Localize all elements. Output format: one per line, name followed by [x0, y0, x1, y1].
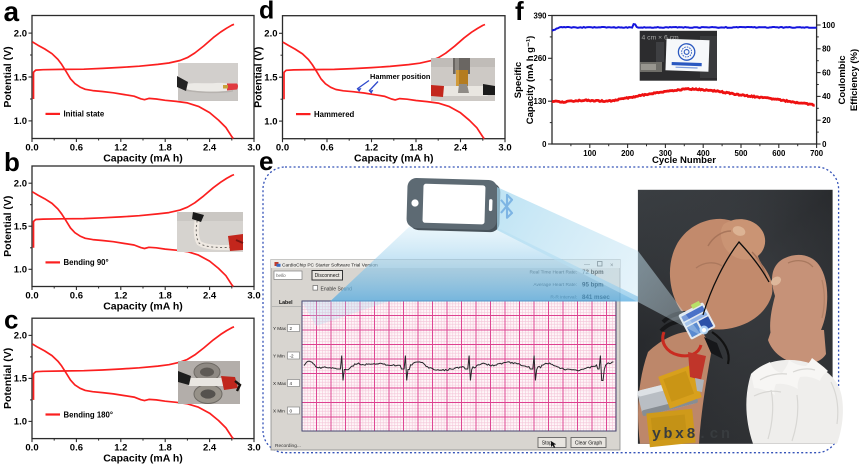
- svg-text:2.4: 2.4: [203, 443, 217, 454]
- svg-text:Initial state: Initial state: [64, 110, 105, 119]
- svg-text:60: 60: [822, 68, 831, 77]
- svg-text:20: 20: [822, 116, 831, 125]
- svg-text:1.8: 1.8: [159, 143, 172, 154]
- svg-text:-2: -2: [290, 354, 295, 359]
- svg-text:0.6: 0.6: [320, 143, 333, 154]
- svg-text:2.0: 2.0: [14, 179, 27, 190]
- svg-text:hello: hello: [276, 273, 286, 278]
- svg-text:1.2: 1.2: [114, 291, 127, 302]
- svg-text:1.5: 1.5: [14, 72, 28, 83]
- svg-text:3.0: 3.0: [247, 143, 260, 154]
- svg-text:Hammer position: Hammer position: [370, 72, 431, 81]
- svg-text:d: d: [259, 0, 274, 25]
- svg-text:3.0: 3.0: [247, 291, 260, 302]
- svg-text:200: 200: [621, 149, 635, 158]
- svg-text:2.4: 2.4: [203, 143, 217, 154]
- svg-text:1.5: 1.5: [264, 73, 278, 84]
- svg-text:600: 600: [772, 149, 786, 158]
- svg-text:Capacity (mA h): Capacity (mA h): [103, 153, 183, 165]
- svg-text:700: 700: [810, 149, 824, 158]
- svg-text:500: 500: [734, 149, 748, 158]
- svg-text:1.0: 1.0: [264, 116, 277, 127]
- svg-text:1.0: 1.0: [14, 417, 27, 428]
- svg-text:CardioChip PC Starter Software: CardioChip PC Starter Software Trial Ver…: [282, 262, 378, 268]
- svg-text:Capacity (mA h): Capacity (mA h): [103, 301, 183, 313]
- svg-text:1.2: 1.2: [114, 443, 127, 454]
- svg-text:b: b: [4, 147, 20, 177]
- svg-text:0.6: 0.6: [70, 143, 83, 154]
- svg-text:0.6: 0.6: [70, 291, 83, 302]
- svg-text:X Min: X Min: [273, 409, 285, 414]
- svg-text:80: 80: [822, 45, 831, 54]
- svg-text:Y Min: Y Min: [273, 354, 285, 359]
- svg-text:390: 390: [533, 11, 547, 20]
- svg-text:Potential (V): Potential (V): [253, 47, 265, 108]
- svg-text:100: 100: [822, 21, 836, 30]
- svg-text:Efficiency (%): Efficiency (%): [849, 49, 860, 111]
- svg-text:3.0: 3.0: [247, 443, 260, 454]
- svg-text:1.8: 1.8: [409, 143, 422, 154]
- svg-text:4 cm × 6 cm: 4 cm × 6 cm: [642, 35, 680, 42]
- svg-text:e: e: [259, 146, 273, 176]
- svg-text:Bending 180°: Bending 180°: [64, 410, 113, 419]
- svg-text:2.4: 2.4: [454, 143, 468, 154]
- svg-text:Disconnect: Disconnect: [315, 273, 340, 279]
- svg-text:Label: Label: [279, 300, 293, 306]
- svg-text:Stop...: Stop...: [542, 441, 556, 447]
- svg-text:2.0: 2.0: [264, 29, 277, 40]
- svg-text:Capacity (mA h): Capacity (mA h): [354, 153, 434, 165]
- svg-text:1.8: 1.8: [159, 291, 172, 302]
- svg-text:f: f: [515, 0, 524, 26]
- svg-text:1.5: 1.5: [14, 222, 28, 233]
- svg-text:100: 100: [583, 149, 597, 158]
- svg-text:2.0: 2.0: [14, 331, 27, 342]
- svg-text:0: 0: [290, 409, 293, 414]
- svg-text:1.8: 1.8: [159, 443, 172, 454]
- svg-text:ybx8.cn: ybx8.cn: [652, 426, 733, 443]
- svg-text:Capacity (mA h): Capacity (mA h): [103, 453, 183, 465]
- svg-text:130: 130: [533, 97, 547, 106]
- svg-text:Enable Sound: Enable Sound: [321, 286, 353, 292]
- svg-text:40: 40: [822, 92, 831, 101]
- svg-text:2: 2: [290, 326, 293, 331]
- svg-text:Bending 90°: Bending 90°: [64, 258, 109, 267]
- svg-text:Potential (V): Potential (V): [2, 46, 14, 107]
- svg-text:1.0: 1.0: [14, 265, 27, 276]
- svg-text:3.0: 3.0: [498, 143, 511, 154]
- svg-text:0.0: 0.0: [25, 143, 38, 154]
- svg-text:0.6: 0.6: [70, 443, 83, 454]
- svg-text:a: a: [4, 0, 20, 27]
- svg-text:Cycle Number: Cycle Number: [652, 155, 716, 166]
- svg-text:0: 0: [822, 140, 827, 149]
- svg-text:1.2: 1.2: [114, 143, 127, 154]
- svg-text:2.0: 2.0: [14, 28, 27, 39]
- svg-text:Y Max: Y Max: [273, 326, 287, 331]
- svg-text:1.5: 1.5: [14, 374, 28, 385]
- svg-text:Coulombic: Coulombic: [837, 55, 848, 104]
- svg-text:0.0: 0.0: [25, 443, 38, 454]
- svg-text:0.0: 0.0: [25, 291, 38, 302]
- svg-text:400: 400: [697, 149, 711, 158]
- svg-text:2.4: 2.4: [203, 291, 217, 302]
- svg-text:Recording...: Recording...: [275, 443, 301, 449]
- svg-text:X Max: X Max: [273, 381, 287, 386]
- svg-text:Hammered: Hammered: [314, 110, 355, 119]
- svg-text:1.2: 1.2: [365, 143, 378, 154]
- svg-text:260: 260: [533, 54, 547, 63]
- svg-text:4: 4: [290, 381, 293, 386]
- svg-text:Capacity (mA h g⁻¹): Capacity (mA h g⁻¹): [525, 36, 536, 125]
- svg-text:0.0: 0.0: [276, 143, 289, 154]
- svg-text:1.0: 1.0: [14, 116, 27, 127]
- svg-text:Clear Graph: Clear Graph: [575, 441, 602, 447]
- svg-text:0: 0: [542, 140, 547, 149]
- svg-text:Potential (V): Potential (V): [2, 196, 14, 257]
- svg-text:300: 300: [659, 149, 673, 158]
- svg-text:c: c: [4, 305, 18, 335]
- svg-text:Potential (V): Potential (V): [2, 348, 14, 409]
- svg-text:Specific: Specific: [513, 62, 524, 98]
